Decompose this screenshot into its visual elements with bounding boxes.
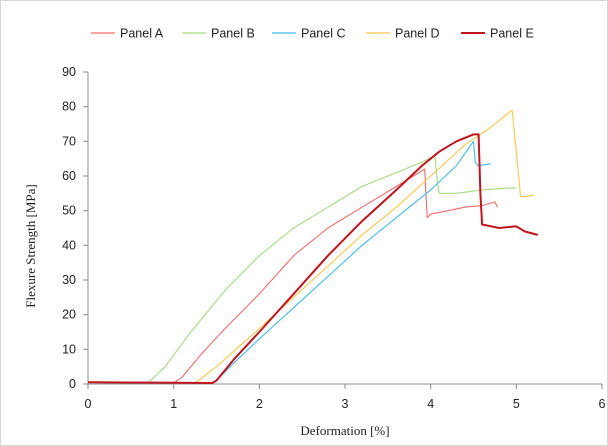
x-tick-label: 1 [170, 397, 177, 411]
y-tick-label: 10 [62, 342, 76, 356]
y-tick-label: 80 [62, 100, 76, 114]
series-line-panel-e [87, 133, 539, 384]
x-axis-title: Deformation [%] [300, 423, 389, 438]
y-axis: 0 10 20 30 40 50 60 70 80 90 [62, 65, 89, 391]
y-tick-label: 20 [62, 308, 76, 322]
y-tick-label: 90 [62, 65, 76, 79]
x-tick-label: 0 [85, 397, 92, 411]
legend-label: Panel B [211, 27, 255, 41]
x-tick-label: 3 [342, 397, 349, 411]
series-line-panel-c [87, 140, 491, 384]
legend-item: Panel A [91, 27, 164, 41]
legend-label: Panel C [301, 27, 345, 41]
legend-item: Panel C [272, 27, 345, 41]
legend-label: Panel D [395, 27, 439, 41]
y-tick-label: 50 [62, 204, 76, 218]
y-tick-label: 40 [62, 238, 76, 252]
legend-label: Panel A [120, 27, 164, 41]
x-tick-label: 2 [256, 397, 263, 411]
series-line-panel-b [87, 154, 517, 384]
y-tick-label: 70 [62, 134, 76, 148]
legend-item: Panel D [366, 27, 439, 41]
legend: Panel A Panel B Panel C Panel D Panel E [91, 27, 534, 41]
legend-item: Panel E [461, 27, 534, 41]
y-tick-label: 0 [69, 377, 76, 391]
y-axis-title: Flexure Strength [MPa] [23, 184, 38, 307]
legend-item: Panel B [182, 27, 255, 41]
x-tick-label: 5 [513, 397, 520, 411]
series-line-panel-d [87, 109, 534, 384]
x-tick-label: 6 [599, 397, 606, 411]
x-axis: 0 1 2 3 4 5 6 [85, 383, 606, 411]
x-tick-label: 4 [427, 397, 434, 411]
plot-lines [87, 109, 539, 384]
legend-label: Panel E [490, 27, 534, 41]
y-tick-label: 30 [62, 273, 76, 287]
series-line-panel-a [87, 168, 498, 384]
y-tick-label: 60 [62, 169, 76, 183]
